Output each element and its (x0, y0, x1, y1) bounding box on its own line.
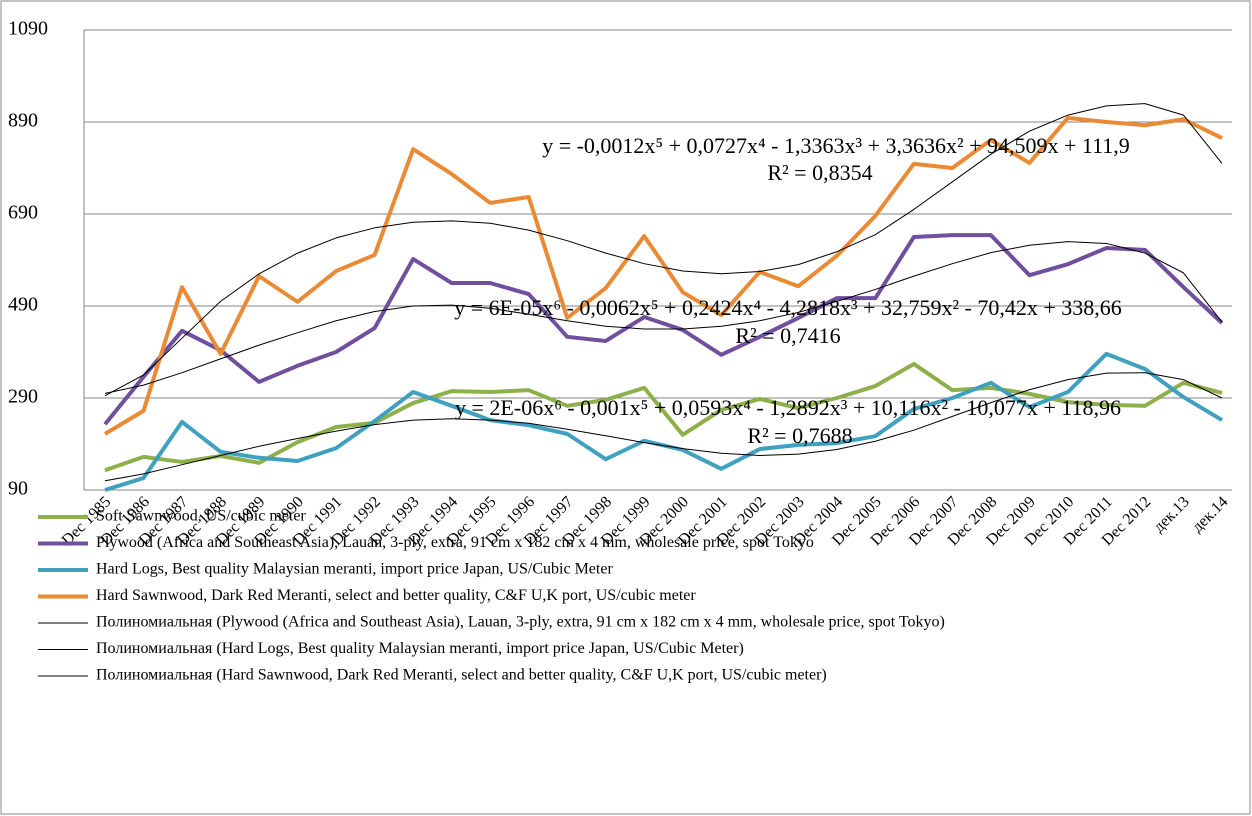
annotations: y = -0,0012x⁵ + 0,0727x⁴ - 1,3363x³ + 3,… (454, 133, 1130, 448)
y-tick-label: 490 (8, 294, 38, 316)
legend: Soft Sawnwood, US/cubic meter Plywood (Af… (38, 508, 945, 684)
trend-r2: R² = 0,7688 (747, 423, 852, 448)
series-line (104, 372, 1223, 482)
trend-equation: y = 6E-05x⁶ - 0,0062x⁵ + 0,2424x⁴ - 4,28… (454, 295, 1122, 320)
plot (103, 103, 1224, 492)
series-line (104, 361, 1223, 473)
series-line (103, 115, 1223, 436)
y-tick-label: 290 (8, 386, 38, 408)
trend-r2: R² = 0,8354 (767, 160, 872, 185)
y-tick-label: 1090 (8, 18, 48, 40)
legend-label: Hard Logs, Best quality Malaysian merant… (96, 561, 613, 578)
legend-label: Soft Sawnwood, US/cubic meter (96, 508, 306, 525)
trend-equation: y = -0,0012x⁵ + 0,0727x⁴ - 1,3363x³ + 3,… (542, 133, 1130, 158)
legend-label: Полиномиальная (Hard Logs, Best quality … (96, 640, 744, 657)
trend-r2: R² = 0,7416 (735, 323, 840, 348)
y-tick-label: 890 (8, 110, 38, 132)
legend-label: Полиномиальная (Hard Sawnwood, Dark Red … (96, 667, 827, 684)
legend-label: Hard Sawnwood, Dark Red Meranti, select … (96, 587, 696, 604)
series-line (104, 241, 1223, 394)
y-tick-label: 690 (8, 202, 38, 224)
series-line (104, 103, 1223, 397)
series-line (103, 233, 1224, 426)
y-tick-label: 90 (8, 478, 28, 500)
legend-label: Полиномиальная (Plywood (Africa and Sout… (96, 614, 945, 631)
trend-equation: y = 2E-06x⁶ - 0,001x⁵ + 0,0593x⁴ - 1,289… (455, 395, 1121, 420)
legend-label: Plywood (Africa and Southeast Asia), Lau… (96, 534, 814, 551)
